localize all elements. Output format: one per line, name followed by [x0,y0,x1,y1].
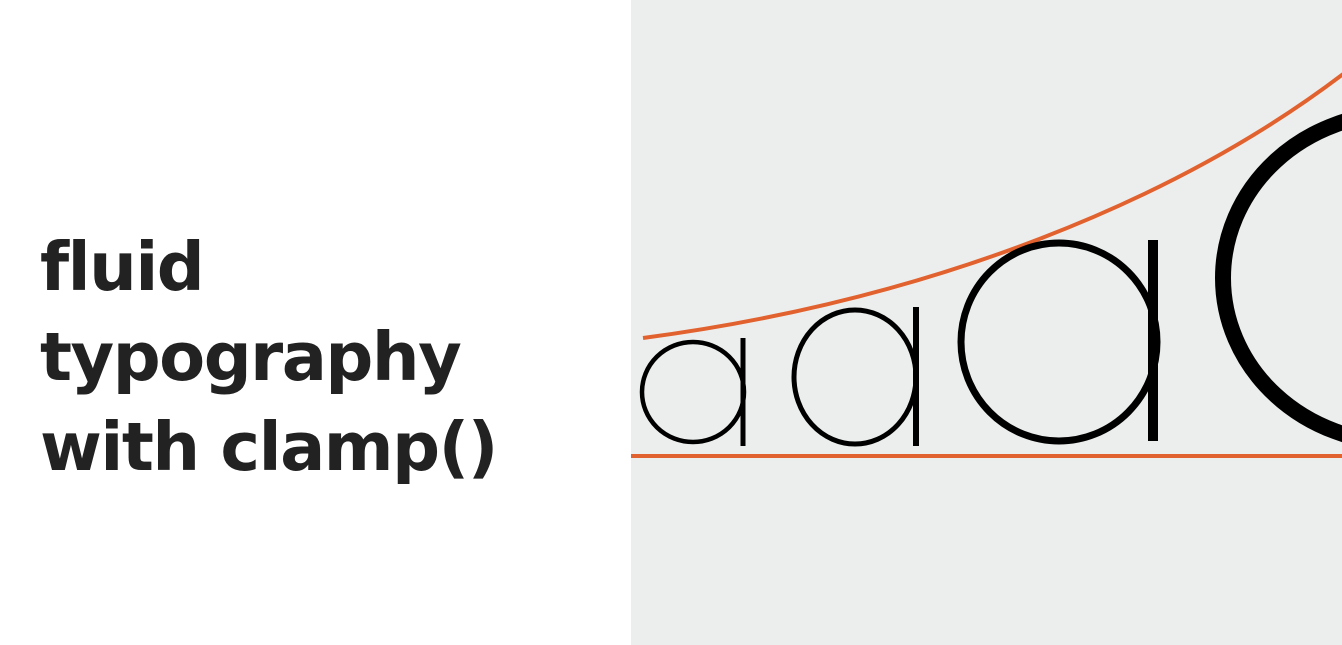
growth-curve [642,72,1342,340]
glyph-a-small: a [631,0,747,446]
fluid-scaling-illustration: a a a a [631,0,1342,458]
glyph-a-large-letter: a [631,0,632,1]
headline-line-3: with clamp() [40,408,498,486]
headline-line-2: typography [40,318,462,396]
title-panel: fluid typography with clamp() [0,0,631,645]
glyph-a-small-letter: a [631,0,632,1]
glyph-a-medium: a [631,0,919,447]
headline: fluid typography with clamp() [40,222,498,492]
headline-line-1: fluid [40,228,205,306]
glyph-a-large: a [631,0,1161,445]
glyph-a-extra-large: a [631,0,1342,443]
glyph-a-medium-letter: a [631,0,632,1]
illustration-panel: a a a a [631,0,1342,645]
glyph-a-extra-large-letter: a [631,0,632,1]
